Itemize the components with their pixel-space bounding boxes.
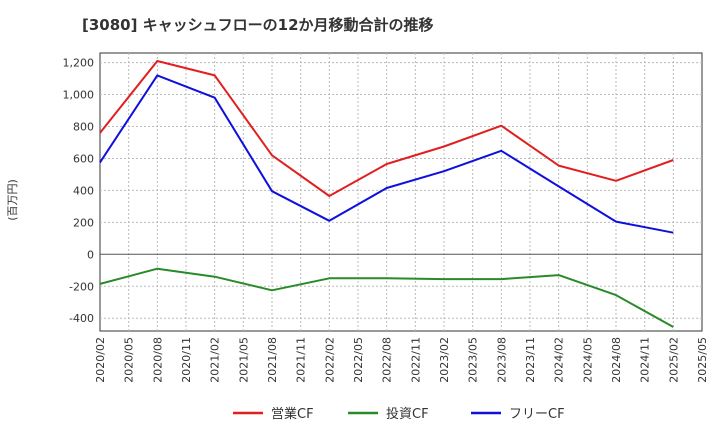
y-tick-label: 1,200	[63, 57, 95, 70]
chart-title: [3080] キャッシュフローの12か月移動合計の推移	[82, 16, 434, 34]
x-tick-label: 2021/08	[266, 337, 279, 383]
x-tick-label: 2024/02	[553, 337, 566, 383]
x-tick-label: 2022/08	[381, 337, 394, 383]
legend-label-2: 投資CF	[386, 406, 429, 422]
x-tick-label: 2021/11	[295, 337, 308, 383]
y-tick-label: 1,000	[63, 89, 95, 102]
y-tick-label: 200	[73, 216, 94, 229]
y-tick-label: 0	[87, 248, 94, 261]
x-tick-label: 2022/05	[352, 337, 365, 383]
y-tick-label: -200	[69, 280, 94, 293]
legend-label-3: フリーCF	[509, 407, 565, 422]
series-line-2	[99, 267, 674, 328]
x-tick-label: 2021/02	[209, 337, 222, 383]
y-tick-label: 600	[73, 152, 94, 165]
x-tick-label: 2024/05	[581, 337, 594, 383]
x-tick-label: 2023/02	[438, 337, 451, 383]
series-line-1	[99, 60, 674, 197]
x-tick-label: 2020/08	[151, 337, 164, 383]
y-axis-label: (百万円)	[6, 179, 19, 221]
x-tick-label: 2022/02	[323, 337, 336, 383]
x-tick-label: 2023/11	[524, 337, 537, 383]
x-tick-label: 2020/11	[180, 337, 193, 383]
y-tick-label: 400	[73, 184, 94, 197]
series-line-3	[99, 74, 674, 234]
y-tick-label: -400	[69, 312, 94, 325]
x-tick-label: 2022/11	[409, 337, 422, 383]
legend-label-1: 営業CF	[271, 406, 314, 422]
x-tick-label: 2024/08	[610, 337, 623, 383]
y-tick-label: 800	[73, 120, 94, 133]
legend: 営業CF 投資CF フリーCF	[233, 406, 565, 422]
x-tick-label: 2021/05	[237, 337, 250, 383]
x-tick-label: 2020/02	[94, 337, 107, 383]
x-tick-label: 2024/11	[639, 337, 652, 383]
x-tick-label: 2025/05	[696, 337, 709, 383]
x-tick-label: 2025/02	[667, 337, 680, 383]
plot-area: 2020/02 2020/05 2020/08 2020/11 2021/02 2021/…	[63, 52, 709, 383]
x-tick-label: 2023/08	[495, 337, 508, 383]
x-tick-label: 2020/05	[123, 337, 136, 383]
x-tick-label: 2023/05	[467, 337, 480, 383]
plot-frame	[99, 52, 703, 332]
